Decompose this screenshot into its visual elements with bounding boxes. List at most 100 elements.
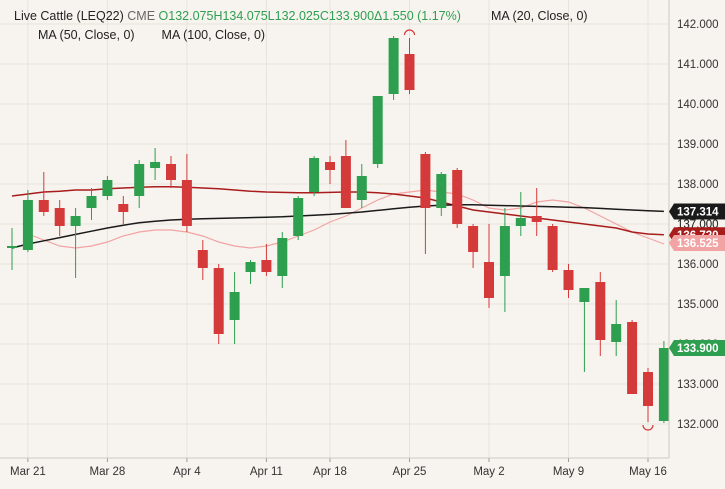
badge-text: 133.900: [677, 343, 719, 355]
y-tick-label: 132.000: [677, 419, 719, 431]
axes: 132.000133.000134.000135.000136.000137.0…: [0, 0, 719, 478]
candle-down: [563, 264, 574, 298]
candle-body: [420, 154, 431, 208]
low-marker: [642, 424, 654, 431]
x-tick-label: Apr 4: [173, 466, 201, 478]
y-tick-label: 138.000: [677, 179, 719, 191]
y-tick-label: 133.000: [677, 379, 719, 391]
x-tick-label: May 9: [553, 466, 584, 478]
candle-down: [643, 368, 653, 422]
candle-body: [468, 226, 479, 252]
candle-down: [118, 196, 129, 224]
candle-body: [643, 372, 653, 406]
candle-down: [404, 38, 415, 94]
candle-body: [388, 38, 399, 94]
x-tick-label: Apr 25: [393, 466, 427, 478]
badge-text: 136.525: [677, 238, 719, 250]
legend-exchange: CME: [127, 9, 156, 23]
candle-body: [166, 164, 176, 180]
x-tick-label: Mar 28: [90, 466, 126, 478]
candle-up: [499, 208, 510, 312]
candle-body: [563, 270, 574, 290]
legend-ma-row: MA (50, Close, 0) MA (100, Close, 0): [38, 28, 265, 42]
candle-body: [38, 200, 49, 212]
candle-body: [404, 54, 415, 90]
candle-up: [579, 288, 590, 372]
candle-up: [22, 190, 33, 252]
badge-bg: [669, 340, 725, 356]
last-value-badge: 133.900: [669, 340, 725, 356]
candle-body: [213, 268, 224, 334]
candle-body: [515, 218, 526, 226]
candle-up: [102, 176, 113, 200]
candle-down: [325, 156, 335, 184]
legend-ma100[interactable]: MA (100, Close, 0): [161, 28, 266, 42]
candle-body: [7, 246, 17, 248]
candle-body: [181, 180, 192, 226]
candle-down: [38, 172, 49, 216]
y-tick-label: 139.000: [677, 139, 719, 151]
y-tick-label: 135.000: [677, 299, 719, 311]
y-tick-label: 140.000: [677, 99, 719, 111]
candle-up: [86, 188, 97, 220]
candle-down: [627, 320, 638, 394]
candle-up: [150, 148, 161, 180]
candle-up: [229, 272, 240, 344]
candle-down: [547, 224, 558, 272]
candle-down: [54, 200, 65, 236]
candle-body: [277, 238, 288, 276]
candle-body: [54, 208, 65, 226]
candle-body: [150, 162, 161, 168]
ma-line: [11, 186, 664, 236]
candle-body: [658, 348, 669, 421]
legend-symbol: Live Cattle (LEQ22): [14, 9, 124, 23]
candle-body: [531, 216, 542, 222]
candle-up: [70, 208, 81, 278]
candle-down: [197, 240, 208, 280]
candle-up: [134, 160, 145, 208]
candle-body: [86, 196, 97, 208]
candle-up: [388, 36, 399, 100]
candle-body: [102, 180, 113, 196]
candle-body: [547, 226, 558, 270]
candle-up: [515, 192, 526, 236]
candle-up: [7, 228, 17, 270]
legend-ma20[interactable]: MA (20, Close, 0): [491, 9, 588, 23]
candle-down: [595, 272, 606, 356]
last-value-badge: 137.314: [669, 203, 725, 220]
legend-ma50[interactable]: MA (50, Close, 0): [38, 28, 135, 42]
y-tick-label: 141.000: [677, 59, 719, 71]
candle-body: [229, 292, 240, 320]
candle-down: [213, 264, 224, 344]
candle-body: [261, 260, 272, 272]
y-tick-label: 136.000: [677, 259, 719, 271]
candle-down: [420, 152, 431, 254]
candle-body: [245, 262, 256, 272]
candle-down: [452, 168, 463, 228]
candle-up: [245, 260, 256, 284]
legend-high: H134.075: [213, 9, 268, 23]
candle-body: [372, 96, 383, 164]
legend-low: L132.025: [267, 9, 320, 23]
candle-up: [658, 341, 669, 423]
candle-body: [325, 162, 335, 170]
x-tick-label: May 16: [629, 466, 667, 478]
badge-bg: [669, 203, 725, 220]
candle-body: [595, 282, 606, 340]
candle-body: [452, 170, 463, 224]
candle-up: [356, 164, 367, 208]
ma-line: [11, 204, 664, 249]
legend-close: C133.900: [319, 9, 375, 23]
candle-body: [293, 198, 304, 236]
candle-body: [197, 250, 208, 268]
x-tick-label: Apr 18: [313, 466, 347, 478]
extreme-markers: [403, 29, 654, 431]
candle-body: [436, 174, 447, 208]
candle-body: [70, 216, 81, 226]
candle-body: [627, 322, 638, 394]
legend-change: Δ1.550 (1.17%): [374, 9, 461, 23]
y-tick-label: 142.000: [677, 19, 719, 31]
candle-up: [611, 300, 622, 356]
